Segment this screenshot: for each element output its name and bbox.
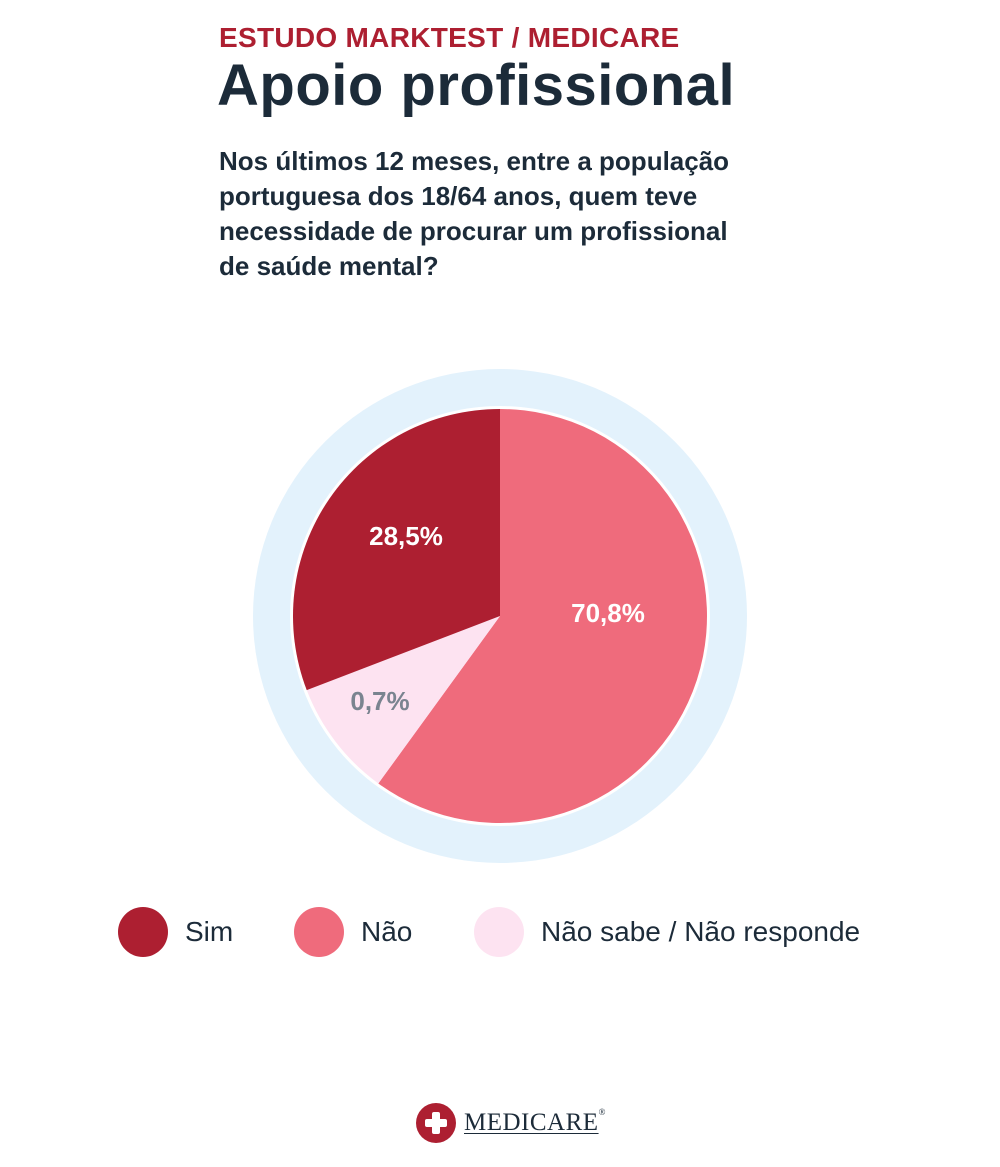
legend-item-sim: Sim xyxy=(118,906,233,958)
logo-text: MEDICARE xyxy=(464,1109,599,1136)
pie-slice-sim xyxy=(292,409,500,691)
legend-item-nao: Não xyxy=(294,906,412,958)
legend-swatch-nao xyxy=(294,907,344,957)
legend-label-nao-sabe: Não sabe / Não responde xyxy=(541,916,861,947)
legend: Sim Não Não sabe / Não responde xyxy=(0,906,1000,962)
subtitle: Nos últimos 12 meses, entre a população … xyxy=(219,144,819,284)
medical-cross-icon xyxy=(416,1103,456,1143)
medicare-logo: MEDICARE ® xyxy=(416,1103,605,1143)
legend-swatch-nao-sabe xyxy=(474,907,524,957)
subtitle-line: Nos últimos 12 meses, entre a população xyxy=(219,146,730,176)
legend-label-sim: Sim xyxy=(185,916,234,947)
legend-label-nao: Não xyxy=(361,916,413,947)
registered-mark: ® xyxy=(598,1107,606,1117)
subtitle-line: necessidade de procurar um profissional xyxy=(219,216,728,246)
kicker: ESTUDO MARKTEST / MEDICARE xyxy=(219,22,680,53)
pie-data-label: 70,8% xyxy=(571,598,645,628)
pie-data-label: 0,7% xyxy=(350,686,409,716)
subtitle-line: de saúde mental? xyxy=(219,251,439,281)
pie-slice-n-o-sabe-n-o-responde xyxy=(306,616,500,784)
pie-slice-n-o xyxy=(378,409,708,824)
pie-data-label: 28,5% xyxy=(369,521,443,551)
legend-item-nao-sabe: Não sabe / Não responde xyxy=(474,906,860,958)
legend-swatch-sim xyxy=(118,907,168,957)
subtitle-line: portuguesa dos 18/64 anos, quem teve xyxy=(219,181,698,211)
page-title: Apoio profissional xyxy=(217,53,736,118)
